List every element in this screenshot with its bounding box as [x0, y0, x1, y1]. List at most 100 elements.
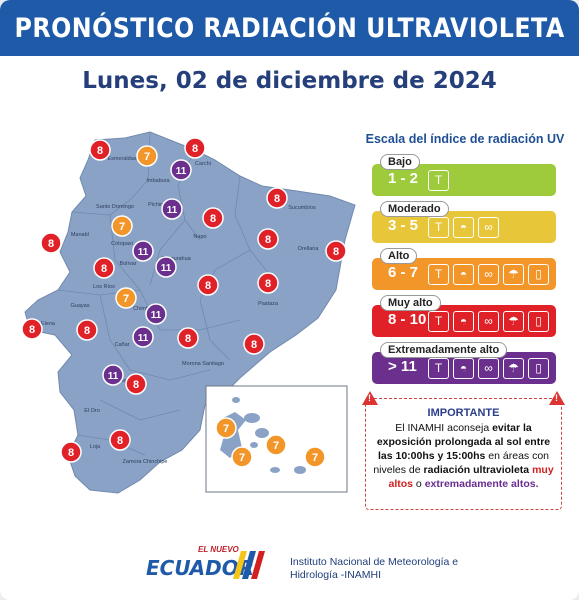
uv-index-circle [325, 240, 347, 262]
province-label: Santo Domingo [96, 204, 134, 210]
uv-level-range: 3 - 5 [388, 217, 419, 234]
uv-index-value: 8 [97, 145, 103, 157]
uv-index-circle [155, 256, 177, 278]
important-text-6: o [415, 478, 422, 490]
uv-index-circle [40, 232, 62, 254]
uv-index-value: 8 [210, 213, 216, 225]
sunscreen-icon: ▯ [528, 358, 549, 379]
uv-index-marker: 8 [177, 327, 199, 349]
province-label: Imbabura [146, 178, 170, 184]
uv-index-marker: 8 [197, 274, 219, 296]
uv-index-value: 8 [68, 447, 74, 459]
uv-index-value: 11 [108, 371, 119, 382]
uv-index-value: 7 [312, 452, 318, 464]
sunglasses-icon: ∞ [478, 217, 499, 238]
province-label: Manabí [71, 232, 90, 238]
uv-index-circle [21, 318, 43, 340]
province-label: Carchi [195, 161, 211, 167]
uv-index-marker: 8 [257, 272, 279, 294]
province-label: Pichincha [148, 202, 173, 208]
important-text-5: muy altos [388, 464, 554, 490]
uv-index-circle [115, 287, 137, 309]
shirt-icon: T [428, 170, 449, 191]
uv-index-circle [111, 215, 133, 237]
uv-index-marker: 11 [132, 240, 154, 262]
forecast-date: Lunes, 02 de diciembre de 2024 [82, 68, 497, 94]
uv-index-value: 8 [274, 193, 280, 205]
uv-index-marker: 8 [243, 333, 265, 355]
province-label: Los Ríos [93, 284, 115, 290]
sunglasses-icon: ∞ [478, 264, 499, 285]
uv-level-range: 8 - 10 [388, 311, 427, 328]
uv-index-marker: 8 [109, 429, 131, 451]
uv-index-circle [197, 274, 219, 296]
uv-index-value: 11 [138, 247, 149, 258]
important-title: IMPORTANTE [427, 407, 500, 419]
scale-title: Escala del índice de radiación UV [365, 132, 565, 146]
uv-index-circle [170, 159, 192, 181]
hat-icon: ◓ [453, 358, 474, 379]
uv-index-value: 8 [185, 333, 191, 345]
uv-index-circle [257, 228, 279, 250]
umbrella-icon: ☂ [503, 311, 524, 332]
institute-name: Instituto Nacional de Meteorología e Hid… [290, 556, 458, 582]
uv-index-circle [145, 303, 167, 325]
province-label: Cotopaxi [111, 241, 133, 247]
uv-index-circle [102, 364, 124, 386]
uv-level-range: 6 - 7 [388, 264, 419, 281]
uv-index-marker: 7 [215, 417, 237, 439]
uv-index-value: 8 [29, 324, 35, 336]
uv-index-value: 7 [239, 452, 245, 464]
important-text-3: en áreas con niveles de [373, 450, 550, 476]
uv-index-marker: 8 [89, 139, 111, 161]
sunscreen-icon: ▯ [528, 264, 549, 285]
institute-line-1: Instituto Nacional de Meteorología e [290, 556, 459, 568]
uv-index-value: 8 [265, 234, 271, 246]
mainland-ecuador-shape [24, 131, 356, 494]
sunscreen-icon: ▯ [528, 311, 549, 332]
province-label: El Oro [84, 408, 100, 414]
uv-index-circle [76, 319, 98, 341]
uv-index-circle [89, 139, 111, 161]
uv-index-value: 8 [101, 263, 107, 275]
uv-level-low: Bajo 1 - 2 T [372, 154, 556, 196]
uv-index-marker: 11 [145, 303, 167, 325]
uv-level-range: 1 - 2 [388, 170, 419, 187]
page-title: PRONÓSTICO RADIACIÓN ULTRAVIOLETA [14, 12, 565, 44]
province-label: Orellana [298, 246, 320, 252]
uv-index-value: 11 [151, 310, 162, 321]
uv-index-marker: 7 [265, 434, 287, 456]
uv-index-value: 8 [84, 325, 90, 337]
uv-index-marker: 11 [161, 198, 183, 220]
uv-index-circle [266, 187, 288, 209]
uv-index-circle [265, 434, 287, 456]
uv-index-value: 11 [161, 263, 172, 274]
brand-stripes-logo [233, 551, 265, 579]
header-bar: PRONÓSTICO RADIACIÓN ULTRAVIOLETA [0, 0, 579, 56]
uv-level-label: Moderado [380, 201, 449, 217]
uv-index-marker: 8 [21, 318, 43, 340]
uv-index-marker: 8 [76, 319, 98, 341]
uv-index-marker: 8 [125, 373, 147, 395]
uv-index-marker: 7 [304, 446, 326, 468]
uv-index-value: 8 [48, 238, 54, 250]
uv-index-circle [60, 441, 82, 463]
uv-index-circle [125, 373, 147, 395]
shirt-icon: T [428, 311, 449, 332]
uv-index-value: 8 [205, 280, 211, 292]
province-label: Cañar [115, 342, 130, 348]
shirt-icon: T [428, 358, 449, 379]
uv-level-label: Bajo [380, 154, 420, 170]
uv-index-circle [132, 326, 154, 348]
uv-index-marker: 11 [155, 256, 177, 278]
uv-index-marker: 8 [266, 187, 288, 209]
uv-index-marker: 8 [202, 207, 224, 229]
uv-index-value: 11 [138, 333, 149, 344]
important-text: El INAMHI aconseja evitar la exposición … [366, 419, 561, 491]
uv-index-marker: 8 [60, 441, 82, 463]
province-label: Esmeraldas [107, 156, 136, 162]
uv-level-range: > 11 [388, 358, 417, 375]
uv-index-marker: 11 [132, 326, 154, 348]
